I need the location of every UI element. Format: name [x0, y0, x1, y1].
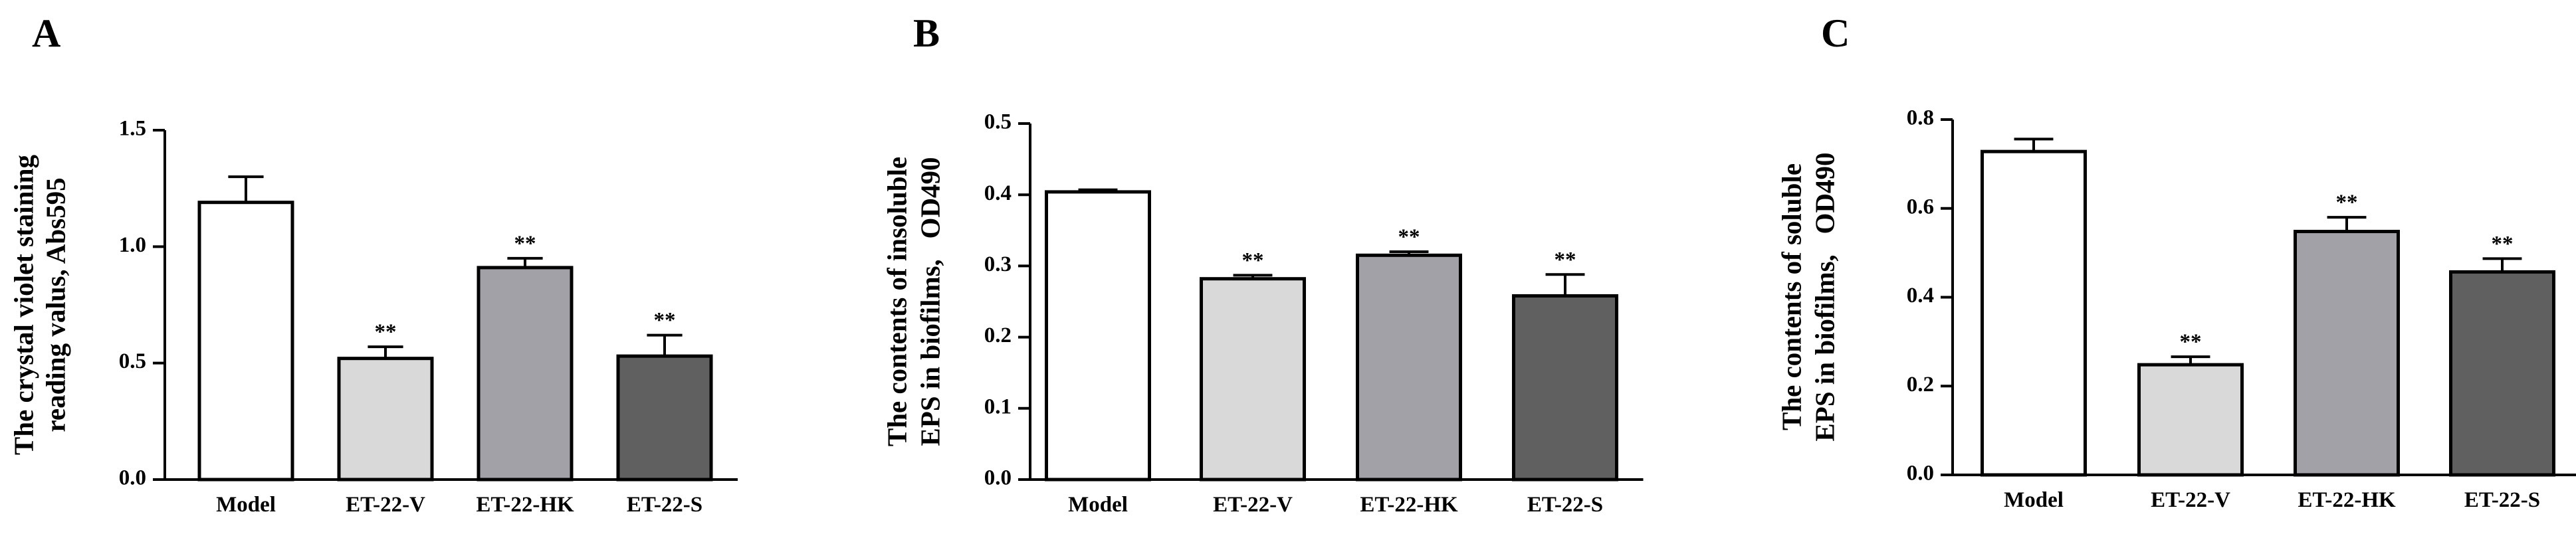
y-tick-label: 0.0 — [1907, 462, 1934, 486]
chart-panel-b: B The contents of insoluble EPS in biofilm… — [881, 11, 1644, 517]
x-category-label: ET-22-V — [1213, 493, 1293, 517]
bar — [1356, 253, 1462, 482]
bar — [2294, 230, 2400, 477]
bar — [477, 266, 574, 482]
x-category-label: ET-22-S — [2464, 488, 2540, 512]
significance-label: ** — [1398, 225, 1420, 249]
significance-label: ** — [514, 232, 536, 256]
chart-panel-a: A The crystal violet staining reading valu… — [8, 11, 738, 517]
x-category-label: ET-22-S — [627, 493, 702, 517]
significance-label: ** — [654, 309, 676, 333]
bar — [2137, 363, 2244, 477]
x-category-label: Model — [2004, 488, 2064, 512]
significance-label: ** — [2180, 330, 2202, 354]
panel-letter: A — [32, 11, 60, 55]
y-axis-title-line: EPS in biofilms, OD490 — [1809, 152, 1840, 441]
y-axis-title-line: The crystal violet staining — [8, 154, 39, 455]
bar — [1045, 190, 1151, 482]
y-axis-title-line: The contents of soluble — [1776, 163, 1806, 430]
x-category-label: Model — [1068, 493, 1128, 517]
bar — [1512, 294, 1618, 482]
y-tick-label: 0.2 — [1907, 373, 1934, 397]
panel-letter: C — [1821, 11, 1850, 55]
y-tick-label: 0.3 — [984, 252, 1012, 276]
y-tick-label: 0.0 — [119, 466, 146, 490]
y-tick-label: 0.2 — [984, 323, 1012, 347]
panel-letter: B — [913, 11, 940, 55]
x-category-label: ET-22-HK — [2298, 488, 2396, 512]
x-category-label: ET-22-HK — [476, 493, 574, 517]
y-tick-label: 0.6 — [1907, 195, 1934, 219]
bar — [197, 201, 294, 482]
y-axis-title-line: reading valus, Abs595 — [40, 177, 70, 432]
significance-label: ** — [2492, 232, 2514, 256]
x-category-label: ET-22-HK — [1360, 493, 1458, 517]
y-tick-label: 0.4 — [984, 181, 1012, 205]
significance-label: ** — [1242, 248, 1264, 272]
y-axis-title-line: The contents of insoluble — [881, 157, 912, 446]
bar — [616, 354, 713, 482]
chart-panel-c: C The contents of soluble EPS in biofilms,… — [1776, 11, 2576, 512]
x-category-label: Model — [216, 493, 276, 517]
bar — [337, 357, 434, 482]
significance-label: ** — [1555, 248, 1576, 272]
significance-label: ** — [2336, 191, 2358, 215]
x-category-label: ET-22-V — [2151, 488, 2230, 512]
significance-label: ** — [375, 320, 397, 344]
bar — [1200, 277, 1306, 482]
y-tick-label: 0.1 — [984, 395, 1012, 418]
y-tick-label: 1.0 — [119, 233, 146, 257]
y-tick-label: 0.5 — [119, 349, 146, 373]
y-tick-label: 0.5 — [984, 110, 1012, 134]
bar — [1981, 149, 2087, 477]
y-axis-title-line: EPS in biofilms, OD490 — [914, 157, 945, 446]
y-tick-label: 0.0 — [984, 466, 1012, 490]
x-category-label: ET-22-V — [346, 493, 425, 517]
bar — [2449, 270, 2555, 477]
y-tick-label: 0.8 — [1907, 106, 1934, 130]
y-tick-label: 1.5 — [119, 117, 146, 141]
x-category-label: ET-22-S — [1527, 493, 1603, 517]
y-tick-label: 0.4 — [1907, 284, 1934, 308]
